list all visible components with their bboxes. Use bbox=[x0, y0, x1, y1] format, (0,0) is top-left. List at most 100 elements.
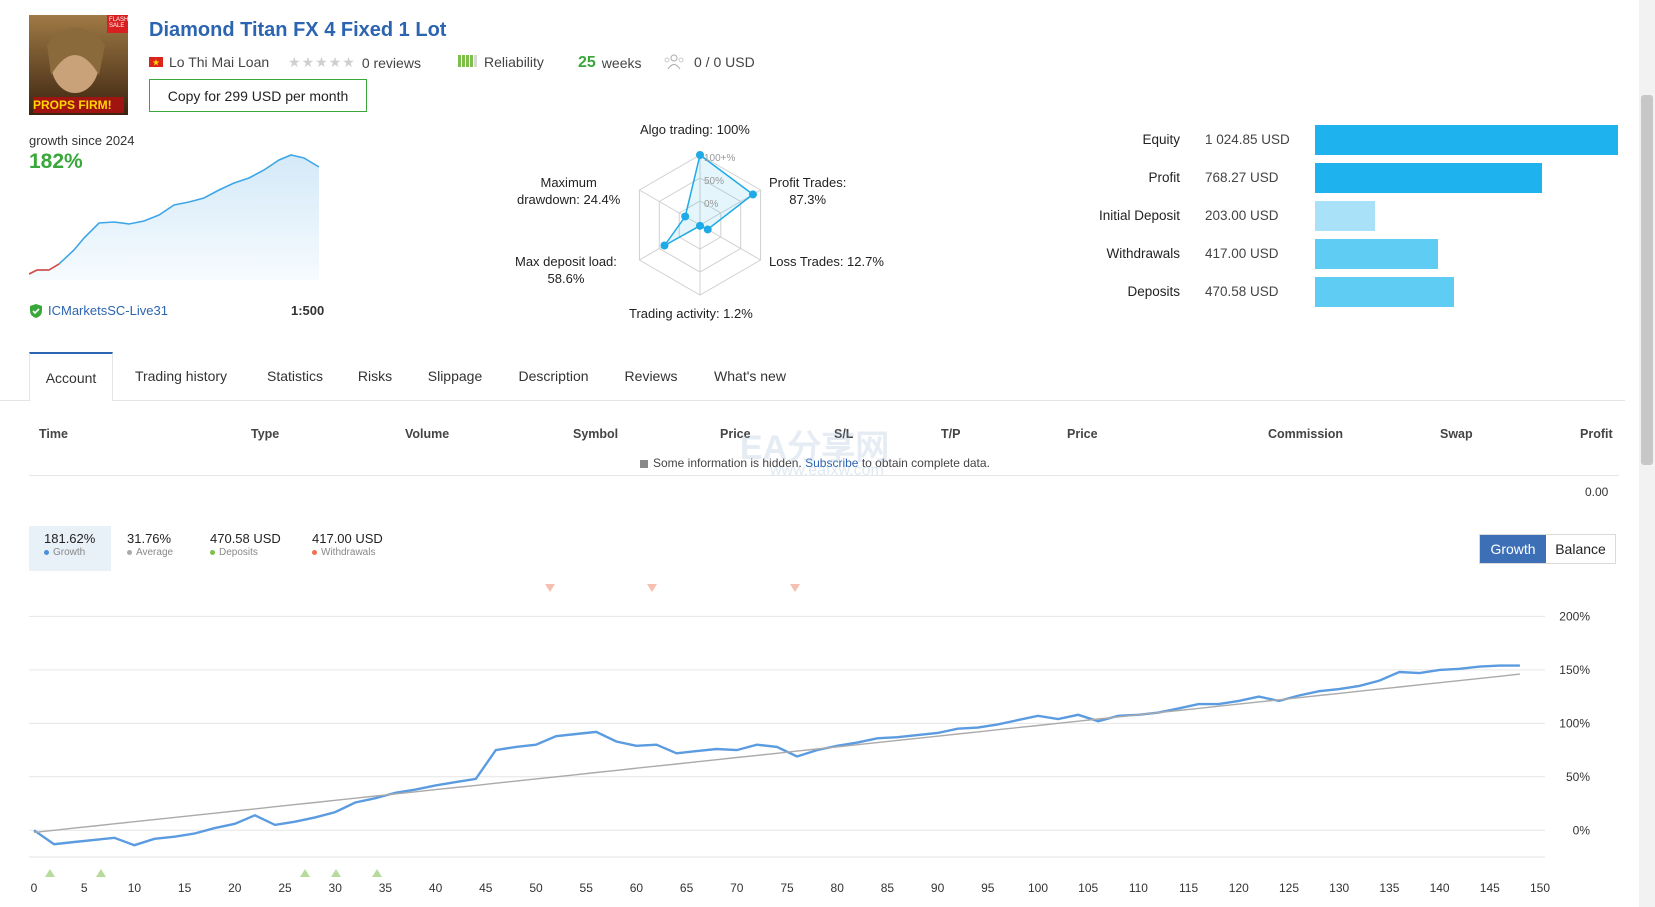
x-tick-label: 145 bbox=[1480, 881, 1500, 895]
tab-what-s-new[interactable]: What's new bbox=[714, 367, 786, 384]
x-tick-label: 135 bbox=[1379, 881, 1399, 895]
x-tick-label: 35 bbox=[379, 881, 393, 895]
column-header[interactable]: Symbol bbox=[573, 427, 619, 441]
rating-stars-icon: ★★★★★ bbox=[288, 54, 356, 70]
growth-toggle-button[interactable]: Growth bbox=[1480, 535, 1546, 563]
financial-bar bbox=[1315, 163, 1542, 193]
strategy-title[interactable]: Diamond Titan FX 4 Fixed 1 Lot bbox=[149, 19, 447, 41]
radar-point-activity bbox=[696, 221, 704, 230]
radar-chart: 100+% 50% 0% bbox=[638, 151, 762, 296]
withdrawal-marker-icon bbox=[545, 584, 555, 592]
deposit-marker-icon bbox=[300, 869, 310, 877]
tab-slippage[interactable]: Slippage bbox=[427, 367, 483, 384]
tab-description[interactable]: Description bbox=[518, 367, 589, 384]
tab-account[interactable]: Account bbox=[29, 352, 113, 401]
tab-reviews[interactable]: Reviews bbox=[624, 367, 678, 384]
x-tick-label: 125 bbox=[1279, 881, 1299, 895]
column-header[interactable]: T/P bbox=[941, 427, 961, 441]
stat-deposits[interactable]: 470.58 USD Deposits bbox=[210, 531, 281, 558]
stat-withdrawals[interactable]: 417.00 USD Withdrawals bbox=[312, 531, 383, 558]
column-header[interactable]: Profit bbox=[1580, 427, 1613, 441]
x-tick-label: 0 bbox=[31, 881, 38, 895]
column-header[interactable]: Type bbox=[251, 427, 280, 441]
radar-label-profit-trades-line2: 87.3% bbox=[789, 192, 827, 207]
withdrawals-dot-icon bbox=[312, 550, 317, 555]
x-tick-label: 80 bbox=[831, 881, 845, 895]
radar-label-deposit-load-line1: Max deposit load: bbox=[515, 254, 617, 269]
x-tick-label: 20 bbox=[228, 881, 242, 895]
verified-shield-icon bbox=[30, 303, 42, 318]
broker-server[interactable]: ICMarketsSC-Live31 bbox=[29, 303, 168, 318]
radar-point-deposit-load bbox=[660, 241, 669, 250]
x-tick-label: 120 bbox=[1229, 881, 1249, 895]
x-tick-label: 95 bbox=[981, 881, 995, 895]
author[interactable]: Lo Thi Mai Loan bbox=[149, 54, 269, 70]
financial-label: Equity bbox=[1142, 132, 1180, 147]
scrollbar-thumb[interactable] bbox=[1641, 95, 1653, 465]
x-tick-label: 10 bbox=[128, 881, 142, 895]
x-tick-label: 45 bbox=[479, 881, 493, 895]
avatar-caption: PROPS FIRM! bbox=[33, 98, 112, 112]
financial-label: Profit bbox=[1148, 170, 1180, 185]
column-header[interactable]: Commission bbox=[1268, 427, 1344, 441]
radar-label-algo: Algo trading: 100% bbox=[640, 122, 750, 137]
weeks-label: weeks bbox=[601, 55, 642, 71]
stat-deposits-label: Deposits bbox=[219, 547, 258, 558]
subscribe-link[interactable]: Subscribe bbox=[805, 456, 859, 470]
rating[interactable]: ★★★★★ 0 reviews bbox=[288, 54, 421, 71]
column-header[interactable]: Time bbox=[39, 427, 68, 441]
radar-label-drawdown: Maximum drawdown: 24.4% bbox=[517, 174, 620, 208]
financial-value: 768.27 USD bbox=[1205, 170, 1279, 185]
radar-label-activity: Trading activity: 1.2% bbox=[629, 306, 753, 321]
financial-value: 1 024.85 USD bbox=[1205, 132, 1290, 147]
radar-label-deposit-load: Max deposit load: 58.6% bbox=[515, 253, 617, 287]
subscribers-value: 0 / 0 USD bbox=[694, 54, 755, 70]
stat-deposits-value: 470.58 USD bbox=[210, 531, 281, 546]
weeks: 25 weeks bbox=[578, 54, 641, 72]
x-tick-label: 85 bbox=[881, 881, 895, 895]
deposit-marker-icon bbox=[372, 869, 382, 877]
y-tick-label: 0% bbox=[1573, 823, 1591, 837]
strategy-avatar[interactable]: FLASH SALE PROPS FIRM! bbox=[29, 15, 128, 115]
average-dot-icon bbox=[127, 550, 132, 555]
x-tick-label: 150 bbox=[1530, 881, 1550, 895]
author-name: Lo Thi Mai Loan bbox=[169, 54, 270, 70]
balance-toggle-button[interactable]: Balance bbox=[1546, 535, 1615, 563]
stat-average[interactable]: 31.76% Average bbox=[127, 531, 173, 558]
radar-point-drawdown bbox=[681, 212, 690, 221]
x-tick-label: 105 bbox=[1078, 881, 1098, 895]
column-header[interactable]: S/L bbox=[834, 427, 854, 441]
x-tick-label: 30 bbox=[329, 881, 343, 895]
x-tick-label: 50 bbox=[529, 881, 543, 895]
radar-label-deposit-load-line2: 58.6% bbox=[547, 271, 585, 286]
copy-subscribe-button[interactable]: Copy for 299 USD per month bbox=[149, 79, 367, 112]
tab-risks[interactable]: Risks bbox=[357, 367, 393, 384]
x-tick-label: 70 bbox=[730, 881, 744, 895]
financial-bar bbox=[1315, 125, 1618, 155]
reliability-label: Reliability bbox=[484, 54, 544, 70]
column-header[interactable]: Price bbox=[720, 427, 751, 441]
stat-withdrawals-value: 417.00 USD bbox=[312, 531, 383, 546]
radar-point-profit-trades bbox=[748, 190, 757, 199]
growth-sparkline bbox=[29, 154, 320, 280]
withdrawal-marker-icon bbox=[790, 584, 800, 592]
tab-trading-history[interactable]: Trading history bbox=[134, 367, 228, 384]
deposits-dot-icon bbox=[210, 550, 215, 555]
y-tick-label: 50% bbox=[1566, 770, 1590, 784]
tab-statistics[interactable]: Statistics bbox=[266, 367, 323, 384]
reliability-bars-icon bbox=[458, 54, 478, 70]
x-tick-label: 65 bbox=[680, 881, 694, 895]
column-header[interactable]: Swap bbox=[1440, 427, 1473, 441]
radar-label-profit-trades: Profit Trades: 87.3% bbox=[769, 174, 846, 208]
financial-bar bbox=[1315, 277, 1454, 307]
y-tick-label: 100% bbox=[1559, 716, 1590, 730]
x-tick-label: 5 bbox=[81, 881, 88, 895]
growth-value: 182% bbox=[29, 150, 83, 173]
stat-growth-value: 181.62% bbox=[44, 531, 96, 546]
column-header[interactable]: Price bbox=[1067, 427, 1098, 441]
withdrawal-marker-icon bbox=[647, 584, 657, 592]
stat-growth[interactable]: 181.62% Growth bbox=[29, 526, 111, 571]
column-header[interactable]: Volume bbox=[405, 427, 450, 441]
hidden-note-suffix: to obtain complete data. bbox=[861, 456, 990, 470]
radar-label-drawdown-line1: Maximum bbox=[540, 175, 597, 190]
